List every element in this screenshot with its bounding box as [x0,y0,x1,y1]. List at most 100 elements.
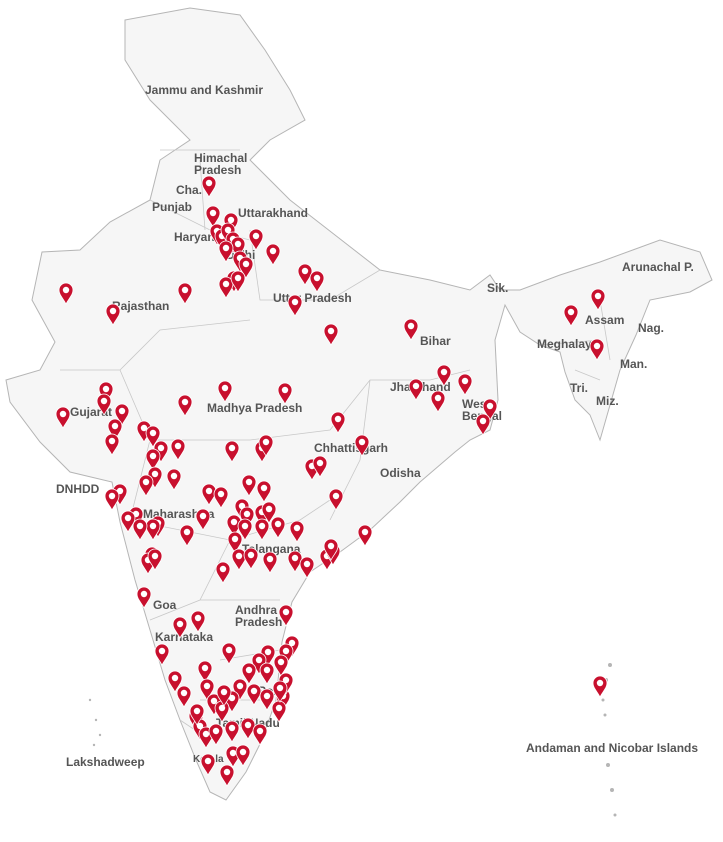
pin-body [195,508,211,531]
location-pin [457,373,473,396]
pin-dot [108,492,116,500]
pin-body [166,468,182,491]
pin-body [197,660,213,683]
pin-dot [201,664,209,672]
location-pin [323,538,339,561]
location-pin [176,685,192,708]
state-label: Andaman and Nicobar Islands [526,741,698,755]
pin-dot [293,524,301,532]
pin-dot [102,385,110,393]
pin-body [215,561,231,584]
location-pin [590,288,606,311]
pin-body [235,744,251,767]
location-pin [224,720,240,743]
pin-dot [440,368,448,376]
pin-dot [244,721,252,729]
pin-dot [264,648,272,656]
state-label: Chhattisgarh [314,441,388,455]
location-pin [107,418,123,441]
pin-dot [276,684,284,692]
pin-dot [596,679,604,687]
pin-dot [223,768,231,776]
pin-dot [266,555,274,563]
pin-body [201,175,217,198]
pin-dot [282,676,290,684]
location-pin [205,205,221,228]
state-label: Karnataka [155,630,213,644]
pin-body [114,403,130,426]
pin-body [170,438,186,461]
pin-dot [108,437,116,445]
location-pin [215,561,231,584]
pin-dot [228,694,236,702]
location-pin [261,501,277,524]
state-label: Arunachal P. [622,260,694,274]
pin-body [105,303,121,326]
pin-body [436,364,452,387]
pin-dot [209,209,217,217]
location-pin [177,282,193,305]
pin-dot [461,377,469,385]
location-pin [312,455,328,478]
pin-dot [242,260,250,268]
state-label: Uttarakhand [238,206,308,220]
pin-dot [412,382,420,390]
pin-dot [124,514,132,522]
pin-dot [230,518,238,526]
pin-body [96,393,112,416]
pin-body [287,294,303,317]
pin-body [475,413,491,436]
pin-body [177,394,193,417]
pin-dot [245,478,253,486]
pin-body [354,434,370,457]
pin-body [299,556,315,579]
location-pin [208,723,224,746]
state-label: Tri. [570,381,588,395]
pin-dot [260,484,268,492]
state-label: Assam [585,313,624,327]
pin-body [213,486,229,509]
pin-dot [181,398,189,406]
location-pin [259,688,275,711]
pin-dot [281,386,289,394]
location-pin [172,616,188,639]
location-pin [227,531,243,554]
pin-body [145,425,161,448]
pin-dot [327,542,335,550]
pin-dot [594,292,602,300]
pin-body [430,390,446,413]
pin-body [218,276,234,299]
state-label: Miz. [596,394,619,408]
location-pin [270,516,286,539]
pin-dot [334,415,342,423]
pin-dot [196,722,204,730]
state-label: Jammu and Kashmir [145,83,263,97]
location-pin [179,524,195,547]
pin-body [147,548,163,571]
pin-body [277,382,293,405]
pin-body [145,518,161,541]
pin-body [271,700,287,723]
pin-dot [158,647,166,655]
pin-body [259,662,275,685]
pin-body [145,448,161,471]
state-labels: Jammu and Kashmir Himachal Pradesh Cha. … [56,83,698,769]
pin-dot [221,384,229,392]
state-label: Lakshadweep [66,755,145,769]
location-pin [273,654,289,677]
pin-dot [136,522,144,530]
state-label: Pradesh [194,163,241,177]
pin-body [592,675,608,698]
location-pin [55,406,71,429]
pin-dot [277,658,285,666]
location-pin [354,434,370,457]
pin-body [216,684,232,707]
pin-body [167,670,183,693]
pin-dot [245,666,253,674]
pin-body [309,270,325,293]
location-pin [166,468,182,491]
pin-dot [219,565,227,573]
pin-dot [149,522,157,530]
pin-body [136,586,152,609]
pin-body [200,753,216,776]
